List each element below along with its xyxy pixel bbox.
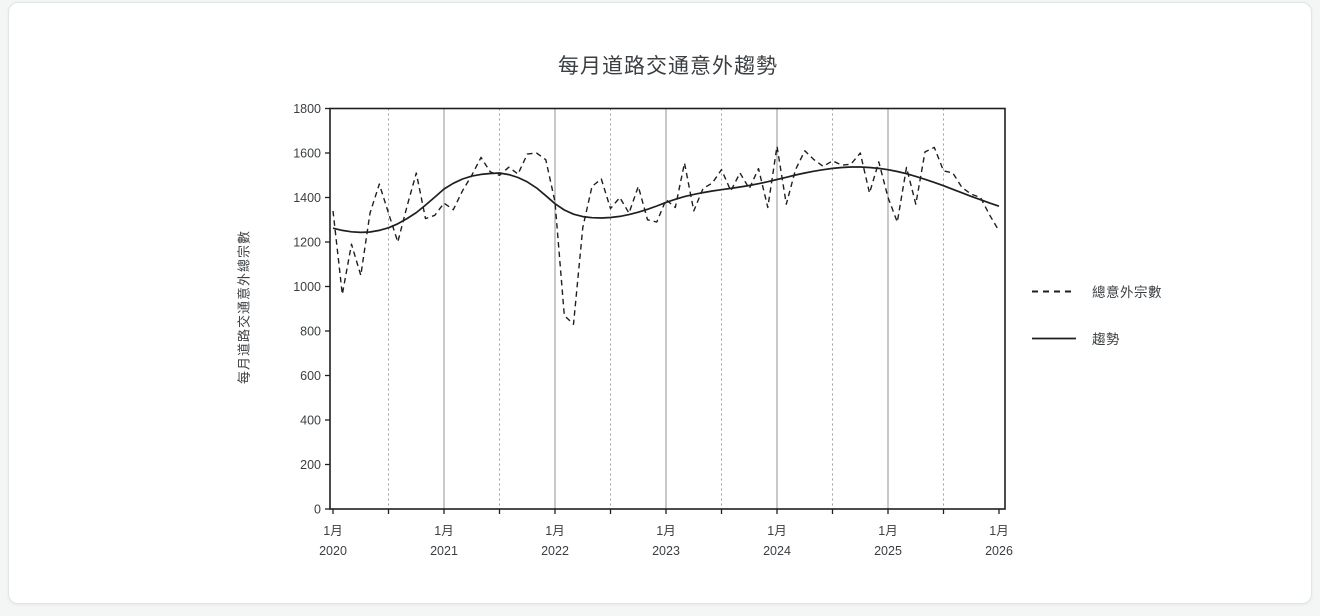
- x-tick-label-year: 2021: [430, 544, 458, 558]
- chart-card: [8, 2, 1312, 604]
- dashed-line-sample-icon: [1032, 290, 1076, 292]
- y-tick-label: 1400: [293, 191, 321, 205]
- y-tick-label: 400: [300, 414, 321, 428]
- legend-label-trend: 趨勢: [1092, 332, 1120, 347]
- x-tick-label-year: 2020: [319, 544, 347, 558]
- y-tick-label: 1600: [293, 147, 321, 161]
- y-tick-label: 800: [300, 325, 321, 339]
- legend-item-total: 總意外宗數: [1032, 279, 1162, 303]
- plot-frame: [329, 107, 1006, 510]
- series-trend-line: [332, 166, 1000, 234]
- x-tick-label-month: 1月: [767, 524, 786, 538]
- y-tick-label: 1800: [293, 102, 321, 116]
- y-tick-label: 1200: [293, 236, 321, 250]
- y-tick-label: 1000: [293, 280, 321, 294]
- x-tick-label-month: 1月: [878, 524, 897, 538]
- x-tick-label-month: 1月: [323, 524, 342, 538]
- x-tick-label-year: 2026: [985, 544, 1013, 558]
- x-tick-label-year: 2022: [541, 544, 569, 558]
- x-tick-label-year: 2025: [874, 544, 902, 558]
- legend: 總意外宗數 趨勢: [1032, 279, 1162, 373]
- legend-item-trend: 趨勢: [1032, 326, 1162, 350]
- x-tick-label-year: 2023: [652, 544, 680, 558]
- x-tick-label-month: 1月: [434, 524, 453, 538]
- x-tick-label-month: 1月: [545, 524, 564, 538]
- chart-title: 每月道路交通意外趨勢: [558, 55, 778, 78]
- solid-line-sample-icon: [1032, 337, 1076, 339]
- y-tick-label: 200: [300, 458, 321, 472]
- x-tick-label-year: 2024: [763, 544, 791, 558]
- y-tick-label: 0: [314, 503, 321, 517]
- x-tick-label-month: 1月: [656, 524, 675, 538]
- y-tick-label: 600: [300, 369, 321, 383]
- x-tick-label-month: 1月: [989, 524, 1008, 538]
- legend-label-total: 總意外宗數: [1092, 285, 1162, 300]
